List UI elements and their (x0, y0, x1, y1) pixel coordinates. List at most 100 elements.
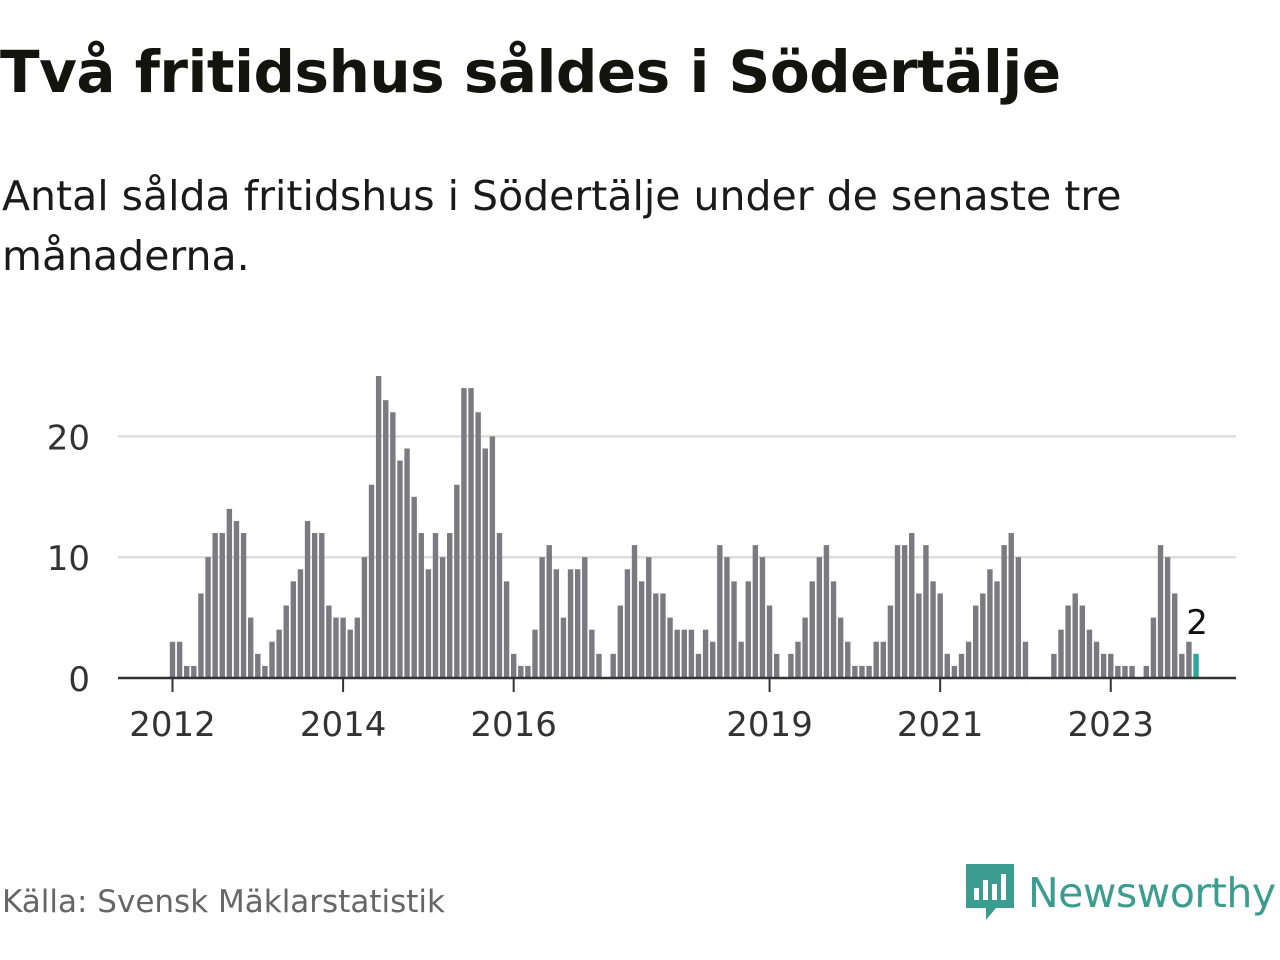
x-tick-label: 2021 (897, 705, 984, 745)
bar (404, 448, 410, 678)
bar (752, 545, 759, 678)
bar (610, 653, 616, 678)
bar (539, 557, 545, 678)
bar (660, 593, 666, 678)
bar (290, 581, 297, 678)
bar (1065, 605, 1071, 678)
bar (212, 533, 218, 678)
bar (432, 533, 439, 678)
bar (852, 665, 858, 678)
bar (397, 460, 403, 678)
bar (1143, 665, 1149, 678)
bar (482, 448, 488, 678)
bar (567, 569, 574, 678)
bar (169, 641, 176, 678)
bar (1129, 665, 1135, 678)
bar (1122, 665, 1128, 678)
bar (297, 569, 304, 678)
bar (1100, 653, 1107, 678)
bar (340, 617, 346, 678)
bar (233, 520, 240, 678)
bar (354, 617, 361, 678)
bar (695, 653, 702, 678)
bar (923, 545, 929, 678)
bar (411, 496, 417, 678)
bar (1008, 533, 1014, 678)
bar (468, 388, 474, 678)
bar (859, 665, 865, 678)
bar (596, 653, 602, 678)
bar (319, 533, 325, 678)
bar (717, 545, 723, 678)
bar (667, 617, 673, 678)
x-tick-label: 2019 (726, 705, 813, 745)
bar (873, 641, 879, 678)
bar (198, 593, 204, 678)
bar (361, 557, 368, 678)
bar (226, 508, 233, 678)
bar (368, 484, 375, 678)
bar (1079, 605, 1086, 678)
bar (518, 665, 524, 678)
bar (809, 581, 815, 678)
bar (191, 665, 197, 678)
bar (447, 533, 453, 678)
bar (503, 581, 510, 678)
newsworthy-logo-icon (966, 864, 1014, 920)
bar (638, 581, 645, 678)
bar (1051, 653, 1057, 678)
bar (574, 569, 581, 678)
source-note: Källa: Svensk Mäklarstatistik (2, 884, 445, 920)
brand-name: Newsworthy (1028, 869, 1276, 917)
x-tick-label: 2012 (129, 705, 216, 745)
x-tick-label: 2014 (300, 705, 387, 745)
bar (247, 617, 254, 678)
bar (674, 629, 680, 678)
bar (958, 653, 965, 678)
bar (383, 400, 389, 678)
bar (1001, 545, 1007, 678)
bar (1157, 545, 1164, 678)
bar (560, 617, 567, 678)
bar (617, 605, 624, 678)
bar (710, 641, 716, 678)
bar (1108, 653, 1114, 678)
axes (118, 676, 1236, 692)
bar (439, 557, 446, 678)
bar-highlight (1193, 653, 1199, 678)
bar (1186, 641, 1192, 678)
bar (176, 641, 183, 678)
bar (830, 581, 837, 678)
bar (901, 545, 908, 678)
bar (1172, 593, 1178, 678)
bar (724, 557, 730, 678)
bar (646, 557, 652, 678)
bar (795, 641, 801, 678)
bar (653, 593, 659, 678)
bar (866, 665, 872, 678)
bar (887, 605, 894, 678)
bar (773, 653, 780, 678)
bar (759, 557, 766, 678)
bar (731, 581, 737, 678)
bar (496, 533, 503, 678)
bar (454, 484, 460, 678)
bar (1179, 653, 1185, 678)
bar (802, 617, 808, 678)
bar (1058, 629, 1064, 678)
grid-lines (118, 435, 1236, 559)
bar (1093, 641, 1100, 678)
bar (1086, 629, 1093, 678)
bar (589, 629, 595, 678)
bar (311, 533, 318, 678)
bar (582, 557, 588, 678)
bar (944, 653, 950, 678)
bar (219, 533, 225, 678)
labels: 0 10 20 2012 2014 2016 2019 2021 2023 2 (47, 418, 1208, 745)
bar (745, 581, 751, 678)
brand-logo: Newsworthy (964, 862, 1276, 924)
y-tick-label: 10 (47, 539, 90, 579)
bar (525, 665, 531, 678)
bar (326, 605, 332, 678)
bar (837, 617, 844, 678)
